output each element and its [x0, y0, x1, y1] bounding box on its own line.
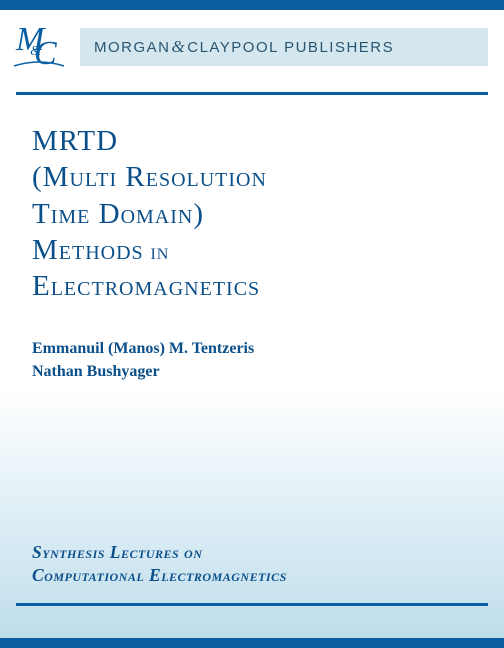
header-row: M C & MORGAN & CLAYPOOL PUBLISHERS: [0, 10, 504, 84]
publisher-logo: M C &: [10, 18, 68, 76]
author-2: Nathan Bushyager: [32, 361, 472, 383]
top-accent-bar: [0, 0, 504, 10]
title-line-4b: in: [144, 239, 170, 264]
author-1: Emmanuil (Manos) M. Tentzeris: [32, 338, 472, 360]
series-title-block: Synthesis Lectures on Computational Elec…: [32, 541, 287, 588]
title-line-1: MRTD: [32, 123, 472, 159]
publisher-ampersand: &: [172, 37, 187, 57]
publisher-suffix: CLAYPOOL PUBLISHERS: [187, 39, 394, 56]
title-line-4: Methods in: [32, 232, 472, 268]
series-line-1: Synthesis Lectures on: [32, 541, 287, 565]
title-line-3: Time Domain): [32, 196, 472, 232]
publisher-name-bar: MORGAN & CLAYPOOL PUBLISHERS: [80, 28, 488, 66]
bottom-divider: [16, 603, 488, 606]
series-line-2: Computational Electromagnetics: [32, 564, 287, 588]
title-line-4a: Methods: [32, 234, 144, 266]
bottom-accent-bar: [0, 638, 504, 648]
logo-amp: &: [30, 44, 41, 59]
background-gradient: [0, 390, 504, 648]
title-line-2: (Multi Resolution: [32, 159, 472, 195]
title-block: MRTD (Multi Resolution Time Domain) Meth…: [0, 95, 504, 304]
publisher-prefix: MORGAN: [94, 39, 171, 56]
title-line-5: Electromagnetics: [32, 268, 472, 304]
authors-block: Emmanuil (Manos) M. Tentzeris Nathan Bus…: [0, 304, 504, 383]
